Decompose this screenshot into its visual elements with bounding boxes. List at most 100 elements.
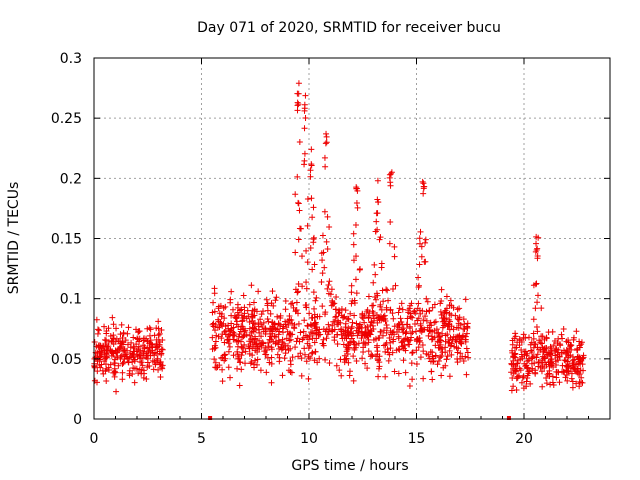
data-point xyxy=(432,342,439,349)
data-point xyxy=(251,339,258,346)
data-point xyxy=(416,261,423,268)
data-point xyxy=(252,357,259,364)
data-point xyxy=(579,355,586,362)
data-point xyxy=(371,293,378,300)
data-point xyxy=(427,328,434,335)
data-point xyxy=(341,313,348,320)
data-point xyxy=(460,325,467,332)
data-point xyxy=(416,235,423,242)
data-point xyxy=(563,367,570,374)
data-point xyxy=(322,356,329,363)
data-point xyxy=(389,310,396,317)
data-point xyxy=(534,245,541,252)
data-point xyxy=(565,337,572,344)
data-point xyxy=(426,327,433,334)
data-point xyxy=(279,372,286,379)
data-point xyxy=(275,331,282,338)
data-point xyxy=(349,298,356,305)
data-point xyxy=(238,323,245,330)
data-point xyxy=(354,332,361,339)
data-point xyxy=(564,377,571,384)
data-point xyxy=(350,353,357,360)
data-point xyxy=(543,380,550,387)
data-point xyxy=(576,378,583,385)
data-point xyxy=(390,286,397,293)
zero-point xyxy=(506,416,511,420)
data-point xyxy=(399,306,406,313)
data-point xyxy=(543,349,550,356)
data-point xyxy=(415,300,422,307)
data-point xyxy=(298,372,305,379)
data-point xyxy=(268,326,275,333)
data-point xyxy=(351,312,358,319)
data-point xyxy=(420,375,427,382)
data-point xyxy=(308,350,315,357)
data-point xyxy=(219,378,226,385)
data-point xyxy=(251,364,258,371)
data-point xyxy=(319,270,326,277)
y-tick-label: 0.3 xyxy=(60,51,82,67)
data-point xyxy=(518,347,525,354)
x-tick-label: 20 xyxy=(515,431,533,447)
data-point xyxy=(348,332,355,339)
data-point xyxy=(395,309,402,316)
data-point xyxy=(519,355,526,362)
data-point xyxy=(512,363,519,370)
data-point xyxy=(530,316,537,323)
data-point xyxy=(358,330,365,337)
data-point xyxy=(234,301,241,308)
data-point xyxy=(294,102,301,109)
data-point xyxy=(263,369,270,376)
data-point xyxy=(326,278,333,285)
data-point xyxy=(308,146,315,153)
data-point xyxy=(542,345,549,352)
data-point xyxy=(437,300,444,307)
data-point xyxy=(266,330,273,337)
data-point xyxy=(559,368,566,375)
data-point xyxy=(96,354,103,361)
data-point xyxy=(398,339,405,346)
data-point xyxy=(534,299,541,306)
data-point xyxy=(535,292,542,299)
data-point xyxy=(231,312,238,319)
data-point xyxy=(265,339,272,346)
data-point xyxy=(134,353,141,360)
data-point xyxy=(211,290,218,297)
data-point xyxy=(355,340,362,347)
data-point xyxy=(365,327,372,334)
data-point xyxy=(353,357,360,364)
data-point xyxy=(91,363,98,370)
data-point xyxy=(242,348,249,355)
data-point xyxy=(131,358,138,365)
data-point xyxy=(455,333,462,340)
data-point xyxy=(512,333,519,340)
data-point xyxy=(323,139,330,146)
data-point xyxy=(316,313,323,320)
data-point xyxy=(459,353,466,360)
data-point xyxy=(570,360,577,367)
data-point xyxy=(238,352,245,359)
data-point xyxy=(515,357,522,364)
data-point xyxy=(326,359,333,366)
data-point xyxy=(301,125,308,132)
data-point xyxy=(105,338,112,345)
data-point xyxy=(426,308,433,315)
data-point xyxy=(512,354,519,361)
data-point xyxy=(378,306,385,313)
data-point xyxy=(97,343,104,350)
data-point xyxy=(341,359,348,366)
data-point xyxy=(525,357,532,364)
zero-point xyxy=(208,416,213,420)
data-point xyxy=(295,353,302,360)
data-point xyxy=(390,336,397,343)
data-point xyxy=(555,346,562,353)
data-point xyxy=(107,347,114,354)
data-point xyxy=(237,328,244,335)
data-point xyxy=(429,304,436,311)
data-point xyxy=(234,309,241,316)
data-point xyxy=(298,355,305,362)
data-point xyxy=(140,342,147,349)
data-point xyxy=(333,293,340,300)
data-point xyxy=(334,331,341,338)
data-point xyxy=(94,368,101,375)
